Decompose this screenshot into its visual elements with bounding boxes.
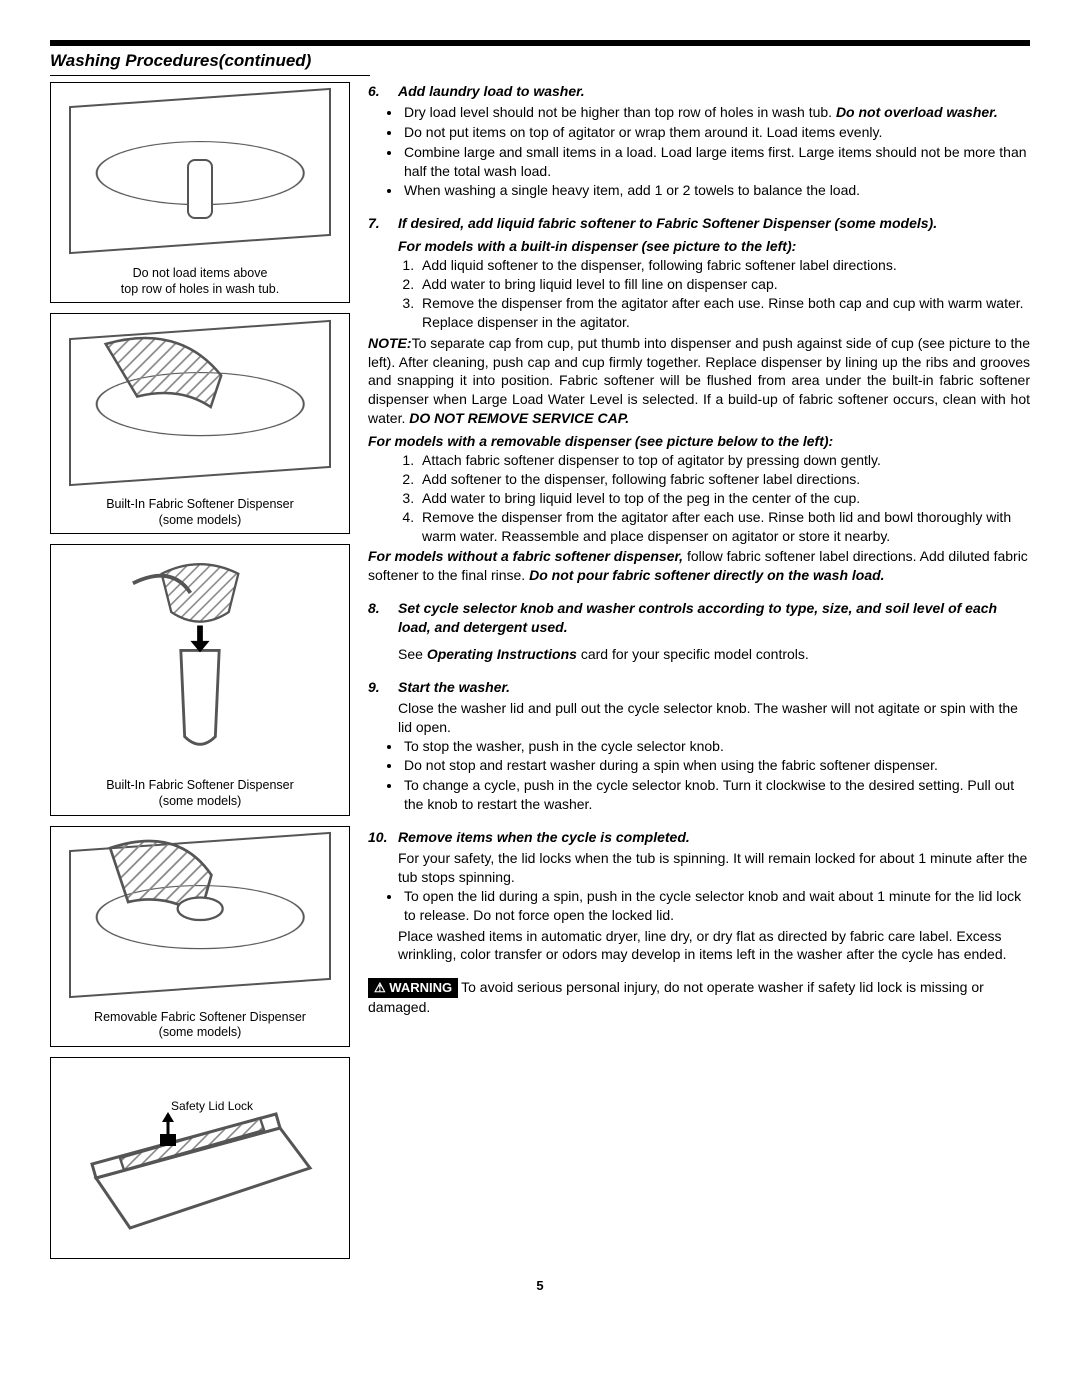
- page-number: 5: [50, 1277, 1030, 1295]
- step-number: 7.: [368, 214, 390, 233]
- list-item: Attach fabric softener dispenser to top …: [418, 451, 1030, 470]
- step-heading: Add laundry load to washer.: [398, 82, 585, 101]
- section-6: 6. Add laundry load to washer. Dry load …: [368, 82, 1030, 200]
- section-7: 7. If desired, add liquid fabric softene…: [368, 214, 1030, 585]
- top-rule: [50, 40, 1030, 46]
- list-item: To open the lid during a spin, push in t…: [402, 887, 1030, 925]
- sub-heading: For models with a built-in dispenser (se…: [398, 237, 1030, 256]
- figure-caption: Built-In Fabric Softener Dispenser (some…: [51, 775, 349, 814]
- figures-column: Do not load items above top row of holes…: [50, 82, 350, 1269]
- figure-caption: Removable Fabric Softener Dispenser (som…: [51, 1007, 349, 1046]
- step-number: 6.: [368, 82, 390, 101]
- figure-label: Safety Lid Lock: [171, 1098, 253, 1114]
- note-paragraph: NOTE:To separate cap from cup, put thumb…: [368, 334, 1030, 428]
- warning-block: ⚠ WARNINGTo avoid serious personal injur…: [368, 978, 1030, 1016]
- figure-safety-lid-lock: Safety Lid Lock: [50, 1057, 350, 1259]
- list-item: Do not put items on top of agitator or w…: [402, 123, 1030, 142]
- two-column-layout: Do not load items above top row of holes…: [50, 82, 1030, 1269]
- step-heading: Remove items when the cycle is completed…: [398, 828, 690, 847]
- list-item: Dry load level should not be higher than…: [402, 103, 1030, 122]
- step-heading: Start the washer.: [398, 678, 510, 697]
- list-item: Combine large and small items in a load.…: [402, 143, 1030, 181]
- list-item: Add softener to the dispenser, following…: [418, 470, 1030, 489]
- step-number: 10.: [368, 828, 390, 847]
- paragraph: For your safety, the lid locks when the …: [398, 849, 1030, 887]
- figure-removable-dispenser: Removable Fabric Softener Dispenser (som…: [50, 826, 350, 1047]
- list-item: Add water to bring liquid level to fill …: [418, 275, 1030, 294]
- list-item: Remove the dispenser from the agitator a…: [418, 294, 1030, 332]
- section-10: 10. Remove items when the cycle is compl…: [368, 828, 1030, 964]
- paragraph: Close the washer lid and pull out the cy…: [398, 699, 1030, 737]
- step-heading: Set cycle selector knob and washer contr…: [398, 599, 1030, 637]
- text-column: 6. Add laundry load to washer. Dry load …: [368, 82, 1030, 1269]
- list-item: Remove the dispenser from the agitator a…: [418, 508, 1030, 546]
- list-item: Do not stop and restart washer during a …: [402, 756, 1030, 775]
- warning-icon: ⚠ WARNING: [368, 978, 458, 998]
- figure-builtin-dispenser-2: Built-In Fabric Softener Dispenser (some…: [50, 544, 350, 815]
- figure-builtin-dispenser-1: Built-In Fabric Softener Dispenser (some…: [50, 313, 350, 534]
- figure-caption: Do not load items above top row of holes…: [51, 263, 349, 302]
- paragraph: See Operating Instructions card for your…: [398, 645, 1030, 664]
- list-item: To change a cycle, push in the cycle sel…: [402, 776, 1030, 814]
- paragraph: Place washed items in automatic dryer, l…: [398, 927, 1030, 965]
- section-8: 8. Set cycle selector knob and washer co…: [368, 599, 1030, 664]
- list-item: To stop the washer, push in the cycle se…: [402, 737, 1030, 756]
- warning-text: To avoid serious personal injury, do not…: [368, 979, 984, 1015]
- section-9: 9. Start the washer. Close the washer li…: [368, 678, 1030, 814]
- list-item: When washing a single heavy item, add 1 …: [402, 181, 1030, 200]
- page-title: Washing Procedures(continued): [50, 50, 370, 76]
- list-item: Add water to bring liquid level to top o…: [418, 489, 1030, 508]
- figure-caption: Built-In Fabric Softener Dispenser (some…: [51, 494, 349, 533]
- sub-heading: For models with a removable dispenser (s…: [368, 432, 1030, 451]
- list-item: Add liquid softener to the dispenser, fo…: [418, 256, 1030, 275]
- step-heading: If desired, add liquid fabric softener t…: [398, 214, 937, 233]
- figure-load-tub: Do not load items above top row of holes…: [50, 82, 350, 303]
- step-number: 9.: [368, 678, 390, 697]
- paragraph: For models without a fabric softener dis…: [368, 547, 1030, 585]
- step-number: 8.: [368, 599, 390, 637]
